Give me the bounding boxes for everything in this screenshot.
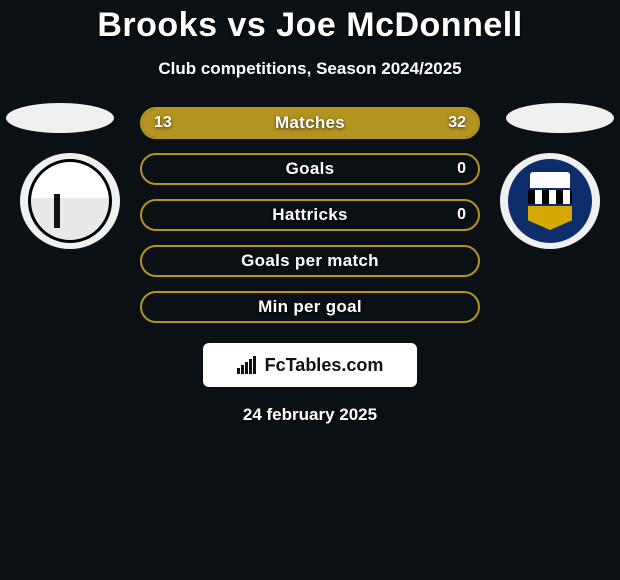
bar-chart-icon: [237, 356, 259, 374]
stat-bar: Goals per match: [140, 245, 480, 277]
stat-bar: 0Hattricks: [140, 199, 480, 231]
source-logo-text: FcTables.com: [265, 355, 384, 376]
page-title: Brooks vs Joe McDonnell: [0, 0, 620, 45]
stat-label: Goals per match: [142, 247, 478, 275]
season-subtitle: Club competitions, Season 2024/2025: [0, 59, 620, 79]
date-label: 24 february 2025: [0, 405, 620, 425]
club-ellipse-right: [506, 103, 614, 133]
stat-bar: 0Goals: [140, 153, 480, 185]
stat-label: Hattricks: [142, 201, 478, 229]
eastleigh-crest-icon: [508, 159, 592, 243]
club-badge-right: [500, 153, 600, 249]
stat-bar: Min per goal: [140, 291, 480, 323]
club-badge-left: [20, 153, 120, 249]
stat-label: Goals: [142, 155, 478, 183]
stat-label: Matches: [142, 109, 478, 137]
stat-label: Min per goal: [142, 293, 478, 321]
stat-bar: 1332Matches: [140, 107, 480, 139]
stat-bars: 1332Matches 0Goals 0Hattricks Goals per mat…: [140, 107, 480, 323]
gateshead-crest-icon: [28, 159, 112, 243]
club-ellipse-left: [6, 103, 114, 133]
comparison-stage: 1332Matches 0Goals 0Hattricks Goals per mat…: [0, 107, 620, 323]
source-logo: FcTables.com: [203, 343, 417, 387]
